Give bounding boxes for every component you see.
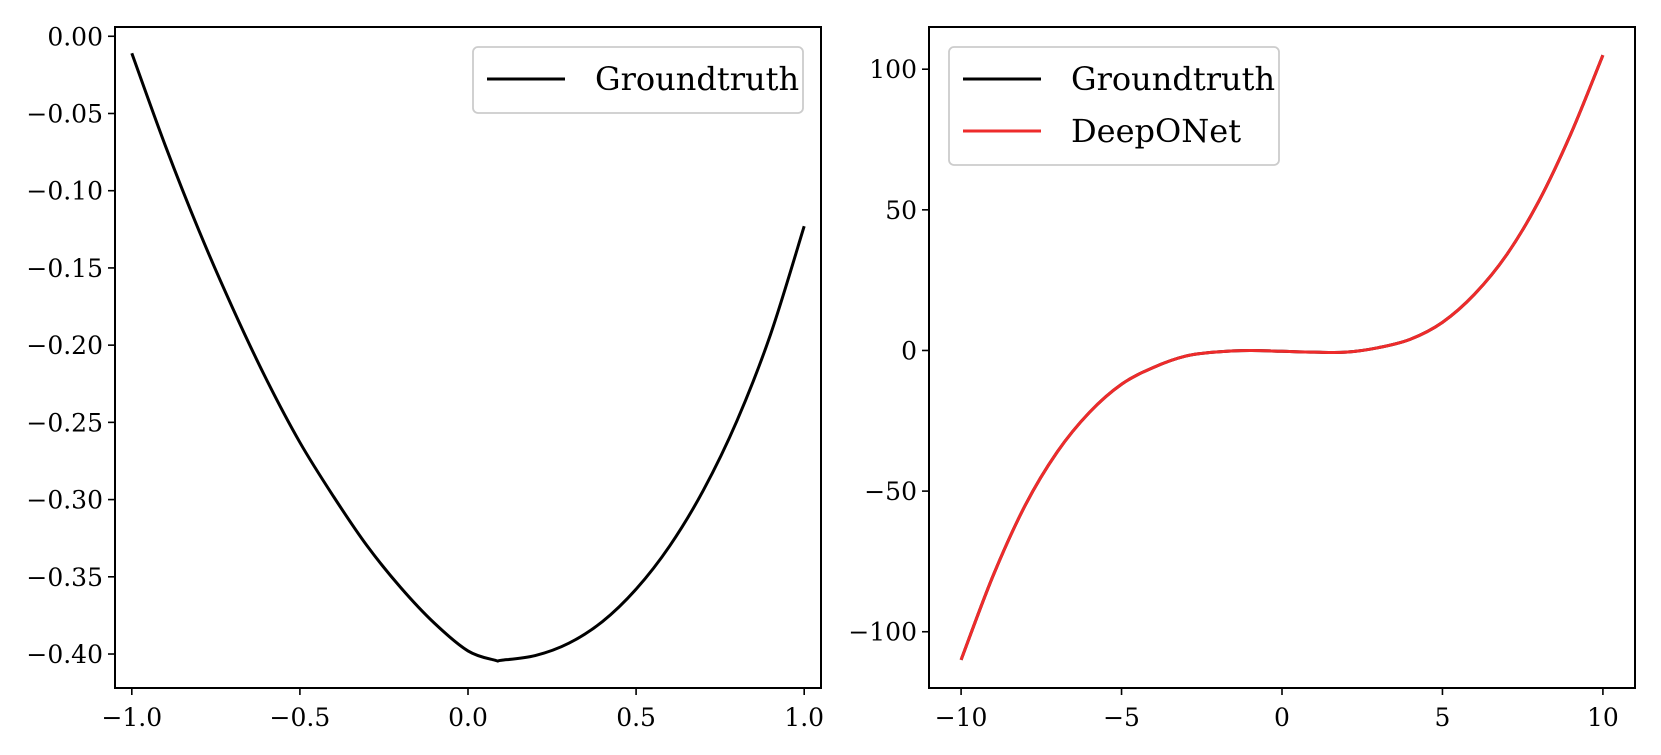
left-axis-ticks: −1.0 −0.5 0.0 0.5 1.0 0.00 −0.05 −0.10 −0.15 −0.2… [26,22,824,732]
right-y-tick-label: 0 [901,336,917,365]
right-x-tick-label: −5 [1103,703,1140,732]
right-y-tick-label: −50 [864,477,917,506]
right-x-tick-label: 5 [1435,703,1451,732]
left-x-tick-label: −0.5 [270,703,331,732]
left-y-tick-label: 0.00 [47,22,103,51]
left-x-tick-label: 0.5 [616,703,656,732]
right-series-group [959,54,1605,661]
left-x-tick-label: −1.0 [101,703,162,732]
right-legend-label: DeepONet [1071,112,1241,150]
right-x-tick-label: 10 [1587,703,1619,732]
left-plot-area [115,27,821,688]
left-plot-panel: −1.0 −0.5 0.0 0.5 1.0 0.00 −0.05 −0.10 −0.15 −0.2… [26,22,824,732]
left-y-tick-label: −0.35 [26,563,103,592]
left-y-tick-label: −0.20 [26,331,103,360]
left-y-tick-label: −0.05 [26,99,103,128]
right-y-tick-label: 100 [869,55,917,84]
left-legend: Groundtruth [472,46,804,114]
right-series-line-deeponet [959,54,1605,661]
right-x-tick-label: 0 [1274,703,1290,732]
left-x-tick-label: 0.0 [448,703,488,732]
left-y-tick-label: −0.25 [26,408,103,437]
left-x-tick-label: 1.0 [784,703,824,732]
left-y-tick-label: −0.10 [26,177,103,206]
right-axes-frame [928,26,1636,689]
left-series-group [130,52,806,663]
left-axes-frame [114,26,822,689]
right-legend-label: Groundtruth [1071,60,1275,98]
right-x-tick-label: −10 [935,703,988,732]
right-y-tick-label: −100 [848,618,917,647]
left-y-tick-label: −0.40 [26,640,103,669]
right-y-tick-label: 50 [885,196,917,225]
left-y-tick-label: −0.30 [26,486,103,515]
left-legend-label: Groundtruth [595,60,799,98]
right-legend: Groundtruth DeepONet [948,46,1280,166]
left-y-tick-label: −0.15 [26,254,103,283]
left-series-line-groundtruth [130,52,806,663]
right-legend-box [948,46,1280,166]
left-legend-box [472,46,804,114]
